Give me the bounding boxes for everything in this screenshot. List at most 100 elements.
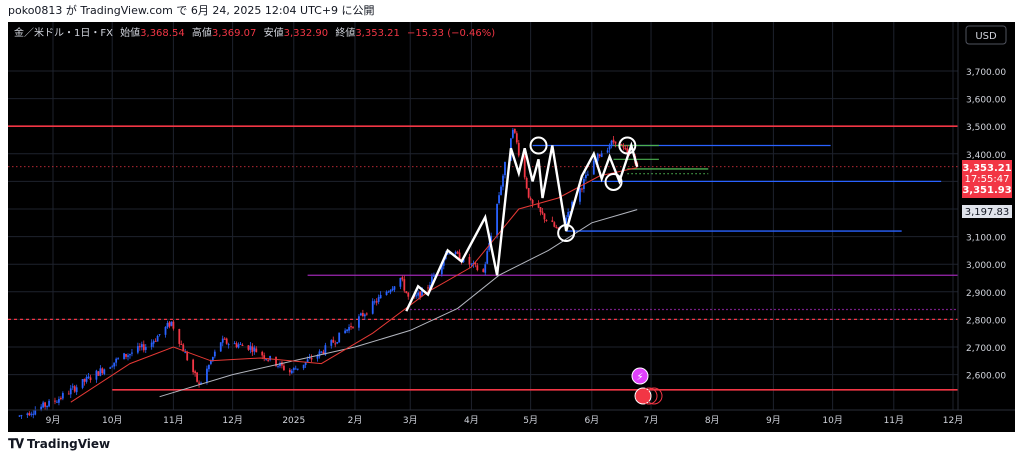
event-markers: ⚡ bbox=[631, 367, 663, 405]
candle-body bbox=[164, 326, 167, 335]
candle-body bbox=[486, 251, 489, 264]
candle-body bbox=[316, 355, 319, 359]
candle-body bbox=[131, 352, 133, 354]
candle-body bbox=[543, 213, 546, 220]
price-chart[interactable]: ⚡ 金／米ドル・1日・FX 始値3,368.54 高値3,369.07 安値3,… bbox=[8, 22, 1015, 432]
currency-button[interactable]: USD bbox=[965, 25, 1007, 45]
candle-body bbox=[253, 347, 256, 352]
candle-body bbox=[403, 279, 406, 291]
candle-body bbox=[198, 382, 200, 384]
candle-body bbox=[156, 335, 159, 342]
candle-body bbox=[488, 243, 491, 251]
time-tick-label: 9月 bbox=[766, 415, 781, 426]
time-tick-label: 4月 bbox=[464, 415, 479, 426]
candle-body bbox=[365, 313, 368, 315]
candle-body bbox=[399, 277, 402, 287]
candle-body bbox=[115, 358, 118, 363]
candle-body bbox=[622, 146, 625, 148]
candle-body bbox=[606, 150, 609, 153]
candle-body bbox=[227, 344, 230, 346]
candle-body bbox=[419, 291, 422, 298]
candle-body bbox=[267, 359, 270, 361]
candle-body bbox=[417, 292, 420, 296]
legend-high-label: 高値 bbox=[192, 26, 212, 39]
price-tick-label: 3,600.00 bbox=[966, 96, 1006, 106]
candle-body bbox=[358, 316, 360, 328]
candle-body bbox=[127, 355, 129, 357]
candle-body bbox=[56, 401, 58, 403]
candle-body bbox=[85, 377, 88, 382]
candle-body bbox=[58, 398, 60, 403]
candle-body bbox=[517, 142, 520, 156]
time-tick-label: 3月 bbox=[403, 415, 418, 426]
legend-low-value: 3,332.90 bbox=[284, 28, 329, 39]
attribution-text: poko0813 が TradingView.com で 6月 24, 2025… bbox=[8, 4, 375, 17]
candle-body bbox=[294, 368, 297, 370]
candle-body bbox=[525, 177, 528, 189]
candle-body bbox=[67, 393, 70, 395]
pivot-circles bbox=[529, 136, 637, 243]
candle-body bbox=[34, 409, 37, 415]
candle-body bbox=[247, 345, 250, 350]
candle-body bbox=[476, 265, 479, 271]
chart-frame[interactable]: ⚡ 金／米ドル・1日・FX 始値3,368.54 高値3,369.07 安値3,… bbox=[8, 22, 1015, 432]
candle-body bbox=[581, 188, 583, 190]
candle-body bbox=[241, 345, 244, 347]
pivot-circle bbox=[557, 224, 576, 243]
candle-body bbox=[551, 220, 554, 223]
candle-body bbox=[97, 371, 100, 376]
candle-body bbox=[433, 275, 435, 277]
time-axis[interactable]: 9月 10月 11月 12月 2025 2月 3月 4月 5月 6月 7月 8月 9月 10月 11月 12月 bbox=[46, 415, 964, 426]
sma-short-line bbox=[70, 167, 638, 403]
candle-body bbox=[338, 332, 341, 343]
candle-body bbox=[401, 277, 404, 280]
candle-body bbox=[482, 269, 485, 272]
candle-body bbox=[442, 259, 445, 266]
candle-body bbox=[30, 413, 33, 415]
candle-body bbox=[28, 413, 31, 416]
candle-body bbox=[172, 321, 175, 329]
candle-body bbox=[138, 346, 141, 348]
candle-body bbox=[322, 351, 325, 354]
candle-body bbox=[569, 211, 572, 213]
candle-body bbox=[555, 226, 558, 228]
candle-body bbox=[373, 301, 376, 303]
time-tick-label: 2025 bbox=[282, 416, 305, 426]
currency-button-label: USD bbox=[975, 31, 997, 42]
candle-body bbox=[350, 326, 352, 328]
legend-change: −15.33 (−0.46%) bbox=[407, 28, 495, 39]
candle-body bbox=[283, 365, 285, 371]
event-flash-icon[interactable] bbox=[631, 367, 649, 385]
candle-body bbox=[154, 340, 157, 342]
candle-body bbox=[288, 369, 291, 373]
price-axis[interactable]: 2,600.00 2,700.00 2,800.00 2,900.00 3,000.00… bbox=[966, 68, 1006, 382]
candle-body bbox=[95, 370, 98, 380]
candle-body bbox=[468, 256, 471, 265]
candle-body bbox=[69, 388, 72, 395]
time-tick-label: 2月 bbox=[348, 415, 363, 426]
candle-body bbox=[614, 141, 617, 144]
candle-body bbox=[515, 133, 518, 143]
candle-body bbox=[83, 378, 86, 382]
candle-body bbox=[251, 346, 254, 353]
legend-open-value: 3,368.54 bbox=[140, 28, 185, 39]
price-tick-label: 2,600.00 bbox=[966, 372, 1006, 382]
candle-body bbox=[330, 340, 333, 346]
legend-symbol: 金／米ドル・1日・FX bbox=[14, 26, 113, 39]
horizontal-levels bbox=[8, 125, 958, 391]
candle-body bbox=[87, 376, 90, 378]
candle-body bbox=[565, 217, 568, 228]
candle-body bbox=[537, 203, 540, 208]
candle-body bbox=[456, 251, 459, 254]
candle-body bbox=[152, 341, 155, 344]
candle-body bbox=[527, 188, 530, 198]
candle-body bbox=[18, 415, 21, 417]
candle-body bbox=[472, 263, 475, 265]
time-tick-label: 11月 bbox=[163, 415, 183, 426]
candle-body bbox=[371, 301, 374, 314]
countdown-label: 17:55:47 bbox=[965, 174, 1010, 185]
ma-value-tag: 3,197.83 bbox=[962, 205, 1012, 218]
legend-close-value: 3,353.21 bbox=[355, 28, 400, 39]
candle-body bbox=[363, 314, 366, 317]
candle-body bbox=[470, 263, 473, 265]
